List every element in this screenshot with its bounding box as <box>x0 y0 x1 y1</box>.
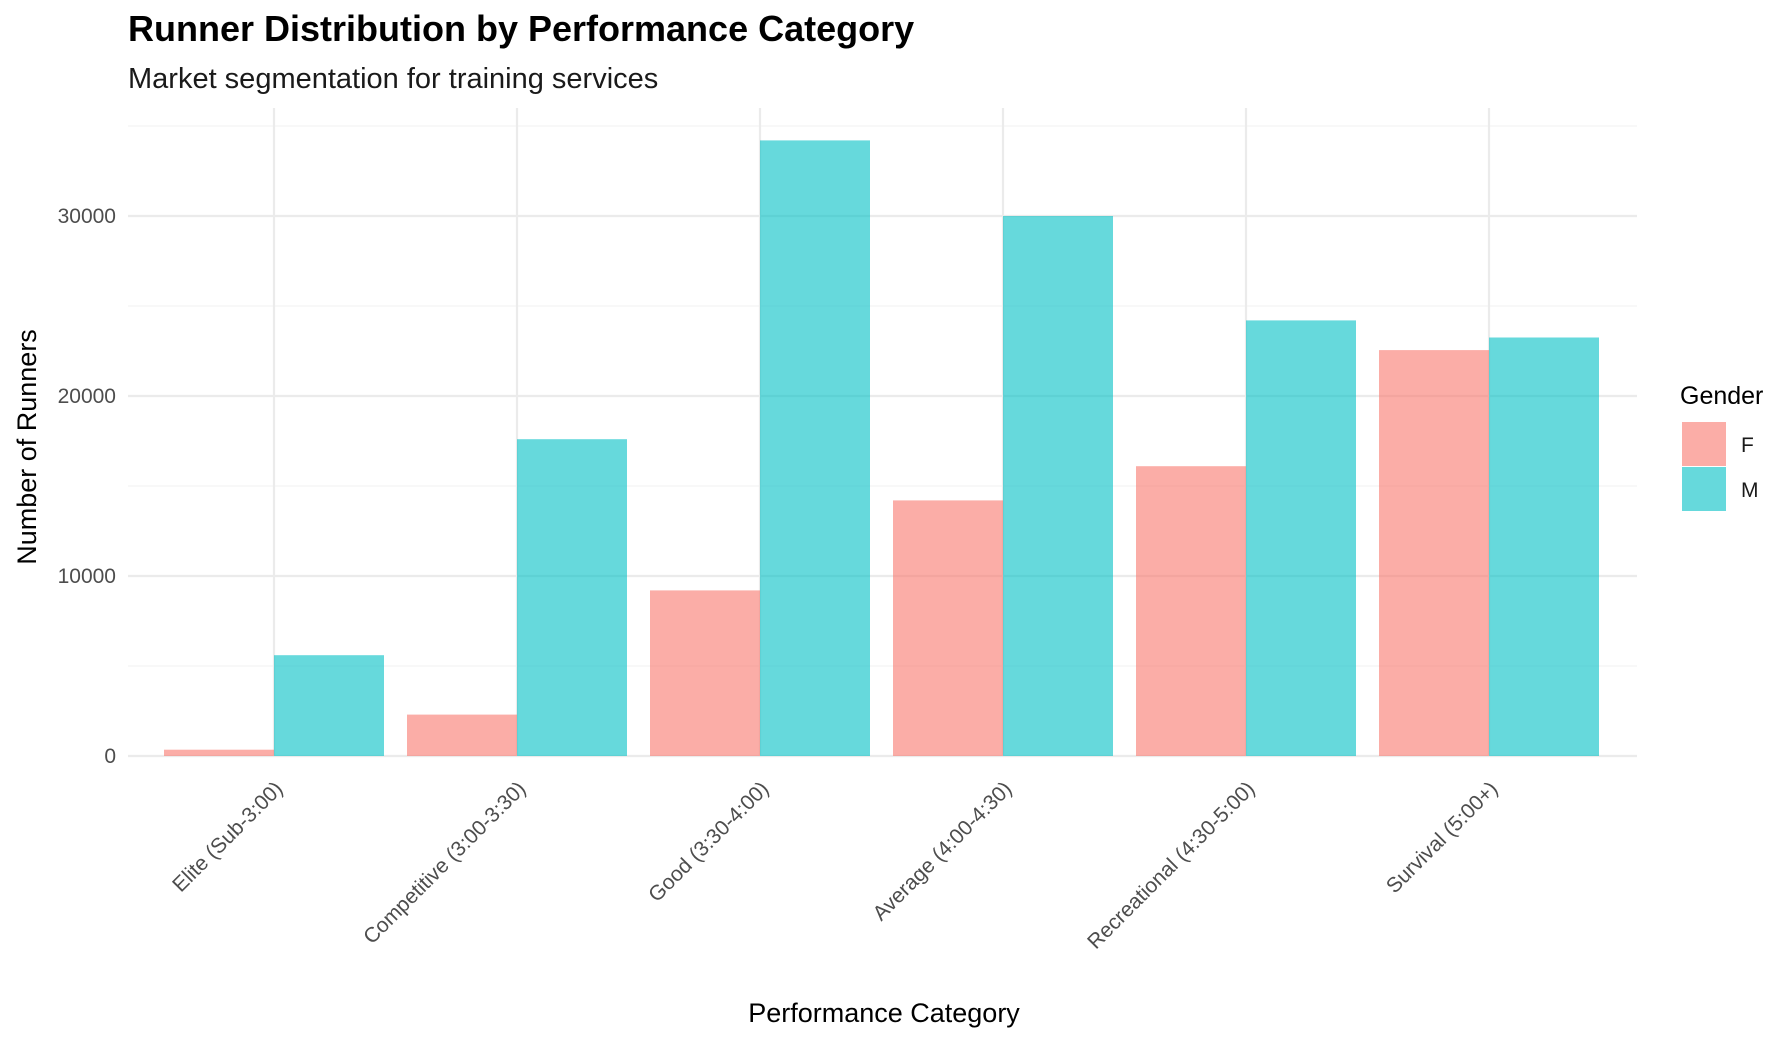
bar-m-2 <box>760 140 870 756</box>
bar-f-3 <box>893 500 1003 756</box>
bar-f-1 <box>407 714 517 756</box>
y-tick-label: 10000 <box>58 565 116 588</box>
x-tick-label: Competitive (3:00-3:30) <box>359 777 530 948</box>
bar-m-3 <box>1003 216 1113 756</box>
chart-subtitle: Market segmentation for training service… <box>128 63 658 95</box>
legend-title: Gender <box>1680 382 1763 410</box>
legend-key-m <box>1682 467 1726 511</box>
x-tick-label: Survival (5:00+) <box>1382 777 1503 898</box>
y-axis-title: Number of Runners <box>12 329 42 565</box>
bar-f-2 <box>650 590 760 756</box>
x-tick-label: Good (3:30-4:00) <box>644 777 773 906</box>
bar-m-1 <box>517 439 627 756</box>
x-axis-title: Performance Category <box>748 998 1020 1028</box>
legend-label-f: F <box>1741 434 1754 457</box>
chart-title: Runner Distribution by Performance Categ… <box>128 8 914 49</box>
legend: Gender FM <box>1680 382 1763 511</box>
bars <box>164 140 1599 756</box>
bar-f-4 <box>1136 466 1246 756</box>
bar-f-5 <box>1379 350 1489 756</box>
legend-key-f <box>1682 422 1726 466</box>
bar-f-0 <box>164 749 274 756</box>
bar-m-0 <box>274 655 384 756</box>
y-axis-ticks: 0 10000 20000 30000 <box>58 205 116 768</box>
x-tick-label: Recreational (4:30-5:00) <box>1083 777 1259 953</box>
bar-m-5 <box>1489 337 1599 756</box>
x-axis-ticks: Elite (Sub-3:00) Competitive (3:00-3:30) G… <box>168 777 1502 953</box>
x-tick-label: Average (4:00-4:30) <box>868 777 1016 925</box>
y-tick-label: 30000 <box>58 205 116 228</box>
bar-m-4 <box>1246 320 1356 756</box>
y-tick-label: 0 <box>104 745 116 768</box>
legend-label-m: M <box>1741 479 1759 502</box>
x-tick-label: Elite (Sub-3:00) <box>168 777 287 896</box>
y-tick-label: 20000 <box>58 385 116 408</box>
